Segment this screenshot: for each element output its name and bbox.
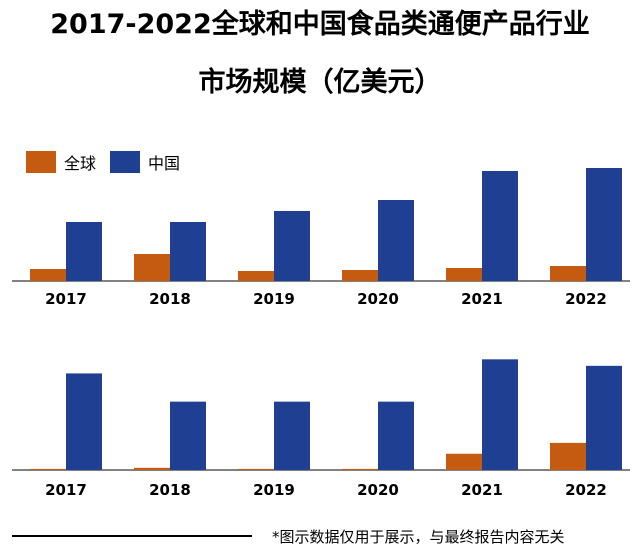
legend-item-china: 中国 bbox=[110, 150, 180, 174]
bar-global-2018 bbox=[134, 254, 170, 281]
bar-global-2020 bbox=[342, 270, 378, 281]
bar-china-2017 bbox=[66, 373, 102, 470]
bar-global-2021 bbox=[446, 453, 482, 470]
bar-china-2017 bbox=[66, 222, 102, 281]
bar-global-2018 bbox=[134, 467, 170, 470]
legend-swatch-global bbox=[26, 151, 56, 173]
bar-global-2021 bbox=[446, 268, 482, 281]
x-tick-label: 2018 bbox=[149, 290, 191, 308]
bar-china-2022 bbox=[586, 168, 622, 281]
bar-global-2022 bbox=[550, 442, 586, 470]
bar-china-2019 bbox=[274, 211, 310, 281]
x-tick-label: 2017 bbox=[45, 481, 87, 499]
bar-china-2019 bbox=[274, 401, 310, 470]
footnote: *图示数据仅用于展示，与最终报告内容无关 bbox=[272, 528, 565, 546]
chart-2: 2017 2018 2019 2020 2021 2022 bbox=[12, 359, 630, 499]
x-tick-label: 2021 bbox=[461, 481, 503, 499]
bar-global-2017 bbox=[30, 468, 66, 470]
legend-label-global: 全球 bbox=[64, 154, 97, 173]
chart-title-line1: 2017-2022全球和中国食品类通便产品行业 bbox=[50, 9, 590, 40]
bar-global-2022 bbox=[550, 266, 586, 281]
bar-china-2018 bbox=[170, 401, 206, 470]
x-tick-label: 2018 bbox=[149, 481, 191, 499]
x-tick-label: 2022 bbox=[565, 290, 607, 308]
bar-global-2019 bbox=[238, 271, 274, 281]
x-tick-label: 2019 bbox=[253, 481, 295, 499]
bar-china-2021 bbox=[482, 171, 518, 281]
bar-global-2017 bbox=[30, 269, 66, 281]
chart-title-line2: 市场规模（亿美元） bbox=[198, 67, 442, 98]
x-tick-label: 2020 bbox=[357, 290, 399, 308]
x-tick-label: 2017 bbox=[45, 290, 87, 308]
legend-item-global: 全球 bbox=[26, 150, 96, 174]
bar-china-2020 bbox=[378, 200, 414, 281]
x-tick-label: 2021 bbox=[461, 290, 503, 308]
bar-china-2022 bbox=[586, 365, 622, 470]
legend-label-china: 中国 bbox=[148, 154, 181, 173]
bar-china-2021 bbox=[482, 359, 518, 470]
bar-global-2020 bbox=[342, 468, 378, 470]
footer-divider bbox=[12, 535, 252, 537]
bar-china-2018 bbox=[170, 222, 206, 281]
x-tick-label: 2022 bbox=[565, 481, 607, 499]
x-tick-label: 2019 bbox=[253, 290, 295, 308]
chart-1: 2017 2018 2019 2020 2021 2022 bbox=[12, 168, 630, 308]
legend-swatch-china bbox=[110, 151, 141, 173]
x-tick-label: 2020 bbox=[357, 481, 399, 499]
bar-china-2020 bbox=[378, 401, 414, 470]
bar-global-2019 bbox=[238, 468, 274, 470]
legend: 全球 中国 bbox=[26, 150, 180, 174]
